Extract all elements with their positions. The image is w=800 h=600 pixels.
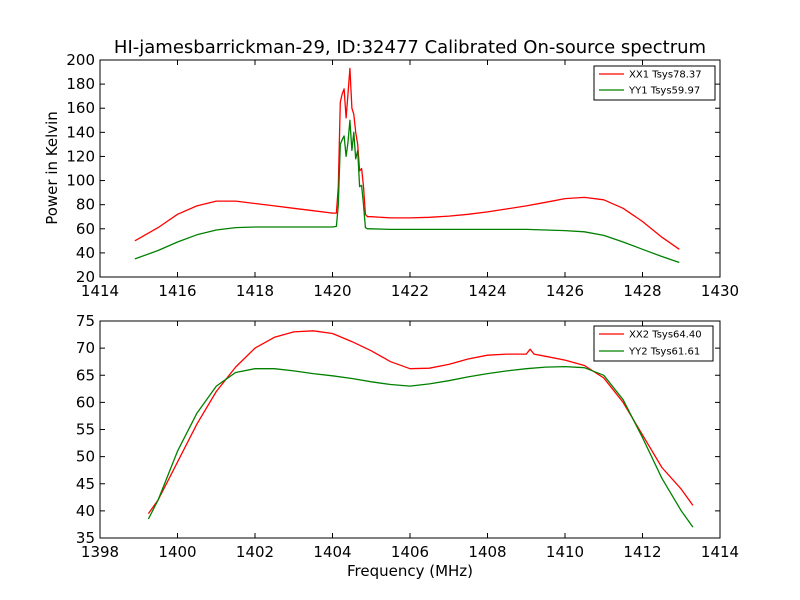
y-tick-label: 75 (76, 312, 95, 330)
x-tick-label: 1426 (546, 282, 584, 300)
x-tick-label: 1414 (701, 543, 739, 561)
bottom-chart-legend: XX2 Tsys64.40 YY2 Tsys61.61 (593, 325, 714, 362)
y-tick-label: 100 (66, 172, 95, 190)
y-tick-label: 160 (66, 99, 95, 117)
x-tick-label: 1406 (391, 543, 429, 561)
x-tick-label: 1430 (701, 282, 739, 300)
y-tick-label: 60 (76, 220, 95, 238)
x-tick-label: 1414 (81, 282, 119, 300)
bottom-chart-ticks: 1398 1400 1402 1404 1406 1408 1410 1412 1414 35 40… (76, 312, 739, 561)
series-line-2-2 (147, 365, 694, 528)
x-tick-label: 1402 (236, 543, 274, 561)
y-tick-label: 20 (76, 268, 95, 286)
legend-label-yy2: YY2 Tsys61.61 (628, 347, 700, 358)
legend-label-yy1: YY1 Tsys59.97 (628, 86, 700, 97)
chart-title: HI-jamesbarrickman-29, ID:32477 Calibrat… (114, 37, 706, 58)
y-tick-label: 55 (76, 421, 95, 439)
y-tick-label: 65 (76, 366, 95, 384)
top-chart-series (134, 67, 680, 264)
x-tick-label: 1418 (236, 282, 274, 300)
x-tick-label: 1412 (623, 543, 661, 561)
series-line-2-1 (147, 330, 694, 514)
y-tick-label: 180 (66, 75, 95, 93)
series-line-1-2 (134, 119, 680, 264)
top-chart-ticks: 1414 1416 1418 1420 1422 1424 1426 1428 1430 20 40… (66, 51, 739, 300)
y-tick-label: 120 (66, 147, 95, 165)
x-tick-label: 1422 (391, 282, 429, 300)
y-tick-label: 70 (76, 339, 95, 357)
x-tick-label: 1416 (158, 282, 196, 300)
y-tick-label: 40 (76, 502, 95, 520)
y-tick-label: 60 (76, 393, 95, 411)
y-tick-label: 40 (76, 244, 95, 262)
y-tick-label: 80 (76, 196, 95, 214)
legend-label-xx2: XX2 Tsys64.40 (629, 330, 702, 341)
top-chart: HI-jamesbarrickman-29, ID:32477 Calibrat… (43, 37, 739, 300)
x-tick-label: 1428 (623, 282, 661, 300)
x-axis-label: Frequency (MHz) (347, 562, 473, 580)
x-tick-label: 1400 (158, 543, 196, 561)
y-tick-label: 45 (76, 475, 95, 493)
legend-box (593, 65, 716, 101)
top-chart-legend: XX1 Tsys78.37 YY1 Tsys59.97 (593, 65, 716, 101)
y-tick-label: 140 (66, 123, 95, 141)
legend-box (593, 325, 714, 362)
bottom-chart: 1398 1400 1402 1404 1406 1408 1410 1412 1414 35 40… (76, 312, 739, 580)
x-tick-label: 1408 (468, 543, 506, 561)
y-tick-label: 50 (76, 448, 95, 466)
y-axis-label: Power in Kelvin (43, 111, 61, 225)
bottom-chart-series (147, 330, 694, 528)
x-tick-label: 1410 (546, 543, 584, 561)
legend-label-xx1: XX1 Tsys78.37 (629, 70, 702, 81)
y-tick-label: 200 (66, 51, 95, 69)
y-tick-label: 35 (76, 529, 95, 547)
x-tick-label: 1398 (81, 543, 119, 561)
x-tick-label: 1420 (313, 282, 351, 300)
x-tick-label: 1404 (313, 543, 351, 561)
x-tick-label: 1424 (468, 282, 506, 300)
